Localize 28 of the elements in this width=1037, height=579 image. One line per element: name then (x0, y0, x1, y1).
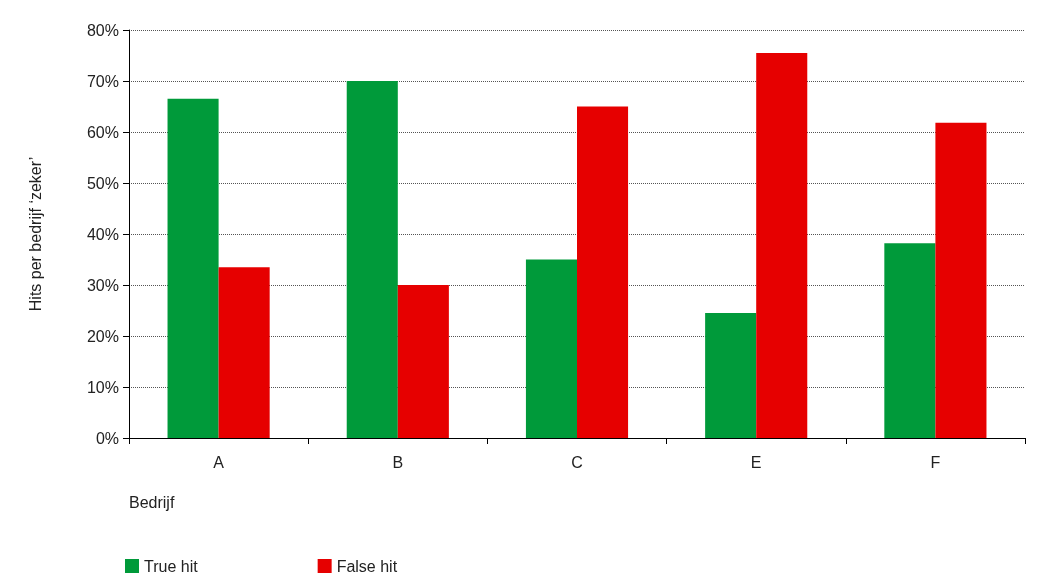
y-tick-label: 30% (86, 276, 119, 294)
x-tick-label: B (392, 453, 404, 471)
bar (756, 52, 808, 438)
y-tick-label: 70% (86, 72, 119, 90)
y-tick-label: 60% (86, 123, 119, 141)
bar (346, 81, 398, 438)
x-tick-label: E (750, 453, 762, 471)
bar (397, 285, 449, 438)
bar (705, 313, 757, 438)
x-tick-label: A (213, 453, 225, 471)
bar (577, 106, 629, 438)
y-tick-label: 20% (86, 327, 119, 345)
y-tick-label: 50% (86, 174, 119, 192)
x-tick-label: F (930, 453, 941, 471)
bar (884, 243, 936, 438)
y-tick-label: 40% (86, 225, 119, 243)
y-tick-label: 0% (95, 429, 119, 447)
bar (167, 98, 219, 438)
bar (525, 259, 577, 438)
y-tick-label: 10% (86, 378, 119, 396)
bar (935, 122, 987, 438)
legend-label: False hit (336, 557, 398, 575)
bar (218, 267, 270, 438)
legend-label: True hit (144, 557, 199, 575)
y-tick-label: 80% (86, 21, 119, 39)
x-axis-title: Bedrijf (129, 493, 175, 511)
y-axis-title: Hits per bedrijf ‘zeker’ (26, 156, 44, 312)
x-tick-label: C (571, 453, 583, 471)
